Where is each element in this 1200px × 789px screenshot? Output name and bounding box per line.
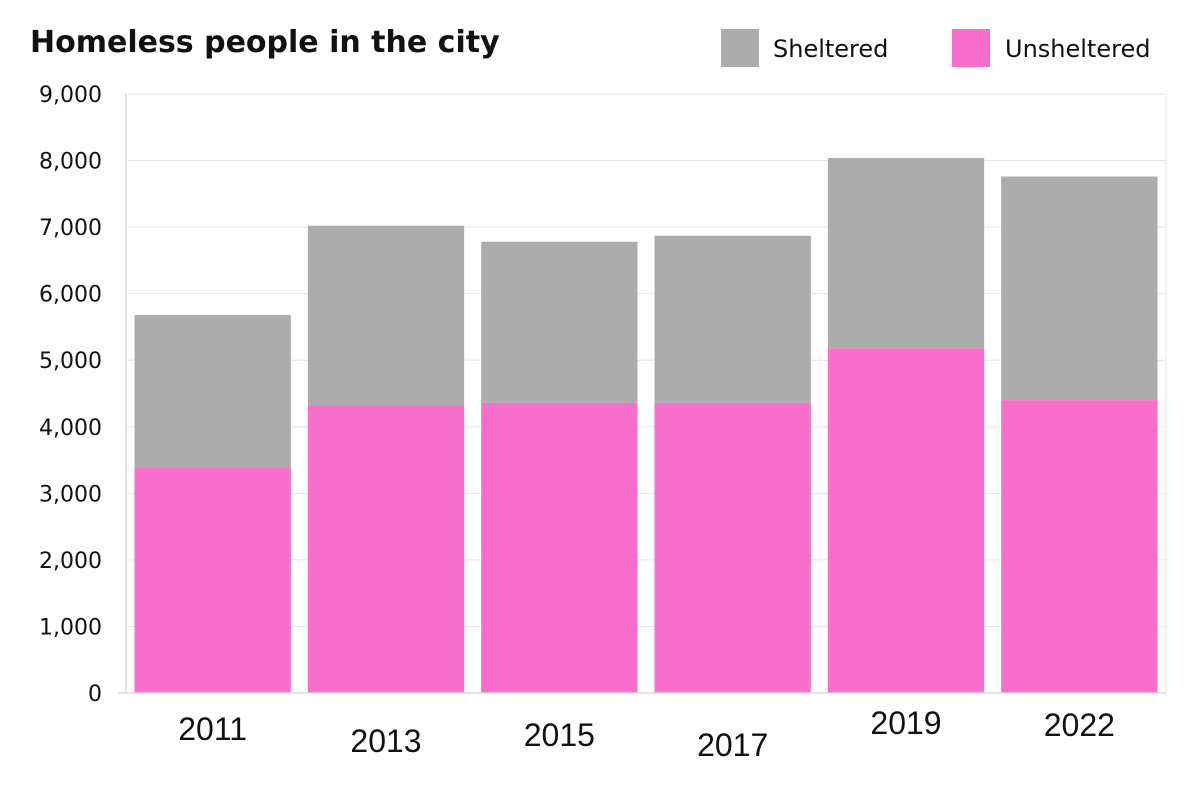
gridlines (126, 93, 1166, 694)
x-tick-label-2017: 2017 (697, 727, 768, 763)
x-tick-label-2011: 2011 (178, 711, 247, 747)
bars (134, 157, 1158, 693)
axes (118, 94, 1167, 694)
y-tick-label: 7,000 (39, 216, 102, 241)
bar-unsheltered-2015 (481, 402, 638, 693)
y-tick-label: 0 (88, 682, 102, 707)
x-tick-label-2019: 2019 (870, 705, 941, 741)
legend-swatch-sheltered (721, 29, 759, 67)
bar-sheltered-2013 (307, 225, 465, 406)
legend-label-sheltered: Sheltered (773, 35, 888, 63)
legend: Sheltered Unsheltered (721, 29, 1150, 67)
bar-sheltered-2015 (481, 241, 638, 403)
bar-sheltered-2022 (1001, 176, 1158, 401)
y-tick-label: 5,000 (39, 349, 102, 374)
y-tick-label: 6,000 (39, 283, 102, 308)
bar-sheltered-2017 (654, 235, 811, 403)
bar-sheltered-2011 (134, 314, 291, 469)
y-tick-label: 9,000 (39, 83, 102, 108)
x-tick-label-2022: 2022 (1044, 707, 1115, 743)
legend-swatch-unsheltered (952, 29, 990, 67)
y-tick-label: 3,000 (39, 482, 102, 507)
y-tick-label: 8,000 (39, 150, 102, 175)
bar-unsheltered-2013 (307, 405, 465, 693)
bar-unsheltered-2019 (827, 348, 985, 693)
bar-sheltered-2019 (827, 157, 985, 349)
bar-unsheltered-2022 (1001, 400, 1158, 693)
x-tick-label-2013: 2013 (350, 723, 421, 759)
bar-unsheltered-2011 (134, 468, 291, 693)
legend-label-unsheltered: Unsheltered (1005, 35, 1150, 63)
chart-title: Homeless people in the city (30, 25, 500, 60)
y-tick-label: 4,000 (39, 416, 102, 441)
bar-unsheltered-2017 (654, 402, 811, 693)
y-tick-label: 2,000 (39, 549, 102, 574)
y-axis-ticks: 0 1,000 2,000 3,000 4,000 5,000 6,000 7,000 8,00… (39, 83, 102, 707)
y-tick-label: 1,000 (39, 615, 102, 640)
x-tick-label-2015: 2015 (524, 717, 595, 753)
x-axis-ticks: 2011 2013 2015 2017 2019 2022 (178, 705, 1115, 763)
